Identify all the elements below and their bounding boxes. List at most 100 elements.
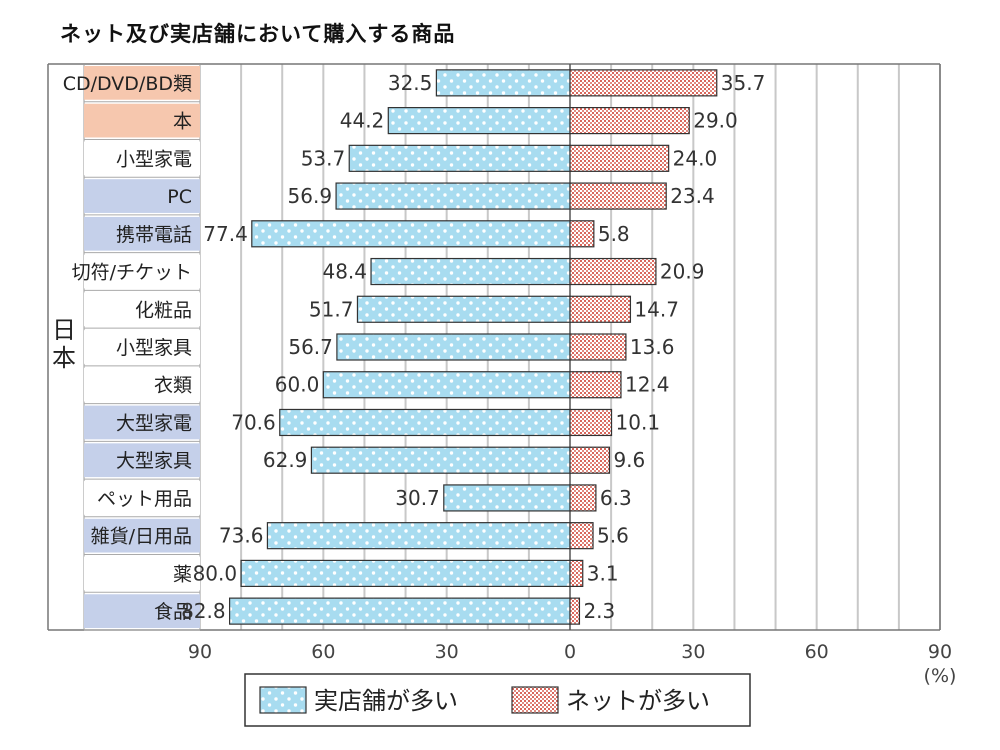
category-cell <box>84 518 200 553</box>
tick-label: 90 <box>928 641 952 663</box>
legend-swatch-net <box>511 686 559 714</box>
value-label-store: 82.8 <box>181 599 226 623</box>
bar-store <box>435 69 571 97</box>
bar-store <box>279 408 571 437</box>
value-labels: 32.5 35.7 44.2 29.0 53.7 24.0 56.9 23.4 77.4 5.8 4… <box>181 71 765 623</box>
value-label-net: 20.9 <box>660 260 705 284</box>
category-cell <box>84 443 200 478</box>
value-label-net: 14.7 <box>634 297 679 321</box>
category-cell <box>84 556 200 591</box>
value-label-net: 9.6 <box>613 448 645 472</box>
value-label-net: 12.4 <box>625 373 670 397</box>
category-label: 雑貨/日用品 <box>91 526 192 548</box>
value-label-net: 5.8 <box>598 222 630 246</box>
tick-label: 90 <box>188 641 212 663</box>
category-cell <box>84 103 200 138</box>
value-label-store: 56.9 <box>288 184 333 208</box>
category-cell <box>84 141 200 176</box>
value-label-store: 53.7 <box>301 146 346 170</box>
bar-store <box>443 484 571 512</box>
value-label-store: 48.4 <box>322 260 367 284</box>
value-label-store: 32.5 <box>388 71 433 95</box>
category-label: 大型家具 <box>116 450 192 472</box>
category-cell <box>84 254 200 289</box>
group-label-japan: 日本 <box>52 316 76 372</box>
value-label-net: 3.1 <box>587 561 619 585</box>
unit-label: (%) <box>924 665 957 687</box>
bar-net <box>569 371 622 399</box>
category-label: ペット用品 <box>97 488 192 510</box>
value-label-store: 51.7 <box>309 297 354 321</box>
category-label: CD/DVD/BD類 <box>63 73 192 95</box>
value-label-net: 23.4 <box>670 184 715 208</box>
bar-net <box>569 484 597 512</box>
value-label-net: 35.7 <box>721 71 766 95</box>
bar-net <box>569 106 690 135</box>
bars <box>229 69 718 625</box>
value-label-net: 24.0 <box>673 146 718 170</box>
category-label: 切符/チケット <box>72 262 192 284</box>
category-cell <box>84 292 200 327</box>
value-label-net: 2.3 <box>583 599 615 623</box>
tick-label: 60 <box>805 641 829 663</box>
bar-store <box>335 182 571 210</box>
value-label-net: 5.6 <box>597 524 629 548</box>
bar-net <box>569 446 611 474</box>
bar-store <box>310 446 571 474</box>
bar-net <box>569 408 613 437</box>
category-cell <box>84 481 200 515</box>
bar-net <box>569 69 718 97</box>
value-label-store: 70.6 <box>231 410 276 434</box>
bar-net <box>569 333 627 361</box>
bar-store <box>251 220 571 248</box>
value-label-net: 13.6 <box>630 335 675 359</box>
bar-net <box>569 597 581 625</box>
category-cell <box>84 179 200 213</box>
bar-store <box>229 597 571 625</box>
group-label-char: 本 <box>52 344 76 372</box>
legend-box <box>244 673 751 727</box>
bar-net <box>569 257 657 286</box>
legend-label-net: ネットが多い <box>566 687 710 715</box>
category-cell <box>84 367 200 402</box>
value-label-net: 6.3 <box>600 486 632 510</box>
x-axis: 90 60 30 0 30 60 90(%) <box>188 641 957 687</box>
category-cell <box>84 330 200 364</box>
bar-store <box>336 333 571 361</box>
bar-net <box>569 182 667 210</box>
value-label-store: 30.7 <box>395 486 440 510</box>
category-label: 小型家電 <box>116 148 192 170</box>
legend-label-store: 実店舗が多い <box>314 687 458 715</box>
category-cell <box>84 216 200 251</box>
bar-store <box>356 295 571 323</box>
legend: 実店舗が多い ネットが多い <box>244 673 751 727</box>
category-label: 薬 <box>173 563 192 585</box>
bar-net <box>569 220 595 248</box>
bar-store <box>348 144 571 172</box>
bar-net <box>569 559 584 588</box>
category-label: 化粧品 <box>135 299 192 321</box>
category-label: PC <box>167 186 192 208</box>
category-label: 携帯電話 <box>116 224 192 246</box>
bar-store <box>240 559 571 588</box>
chart-title: ネット及び実店舗において購入する商品 <box>60 22 456 46</box>
group-label-char: 日 <box>52 316 76 344</box>
category-cell <box>84 66 200 100</box>
value-label-net: 29.0 <box>693 109 738 133</box>
bar-store <box>322 371 571 399</box>
category-cell <box>84 405 200 440</box>
tick-label: 30 <box>435 641 459 663</box>
tick-label: 30 <box>681 641 705 663</box>
category-label: 食品 <box>154 601 192 623</box>
value-label-store: 80.0 <box>193 561 238 585</box>
value-label-store: 60.0 <box>275 373 320 397</box>
value-label-store: 73.6 <box>219 524 264 548</box>
category-label: 衣類 <box>154 375 192 397</box>
value-label-store: 62.9 <box>263 448 308 472</box>
bar-store <box>370 257 571 286</box>
category-label: 小型家具 <box>116 337 192 359</box>
category-label: 本 <box>173 111 192 133</box>
tick-label: 60 <box>311 641 335 663</box>
